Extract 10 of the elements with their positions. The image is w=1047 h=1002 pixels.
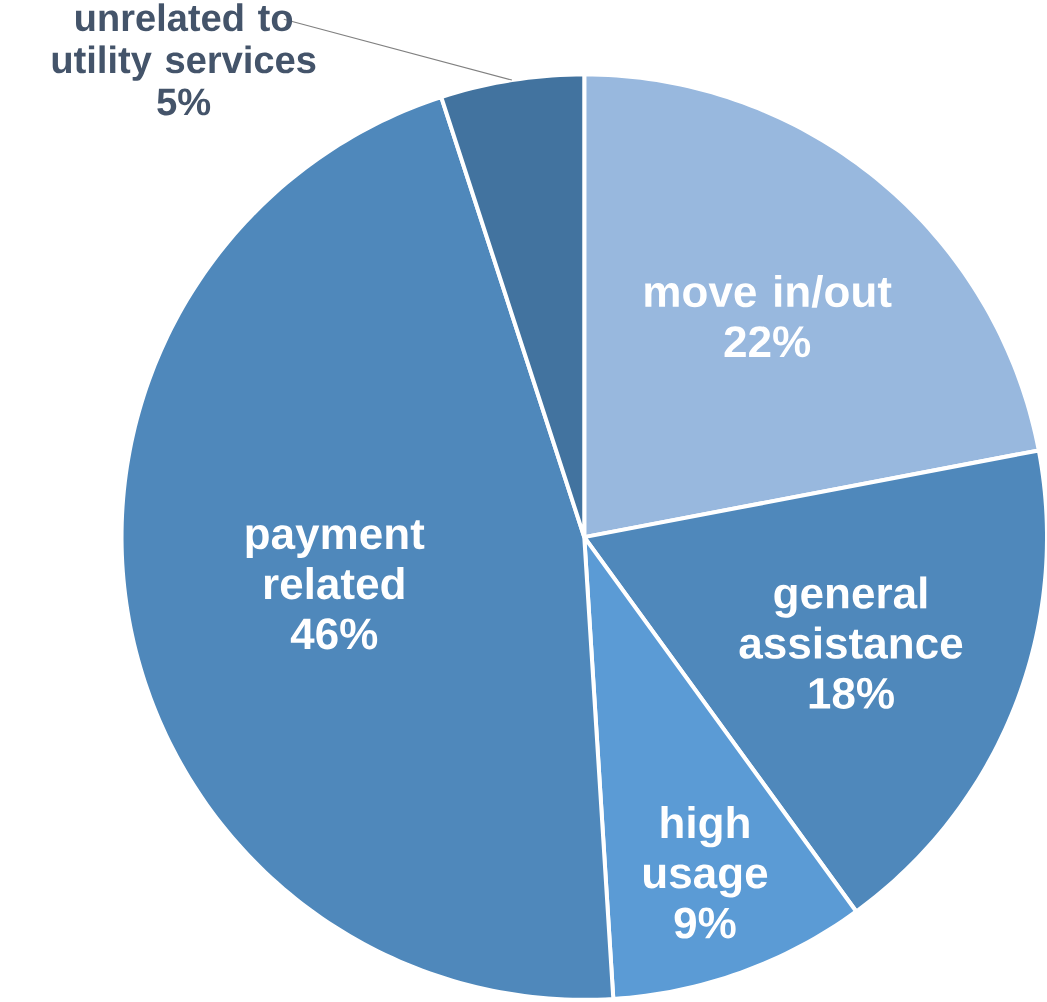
slice-label: unrelated to utility services bbox=[52, 3, 316, 81]
slice-label: general assistance bbox=[739, 576, 963, 659]
slice-label: payment related bbox=[246, 520, 425, 600]
slice-label: high usage bbox=[644, 806, 768, 898]
data-label: 18% bbox=[809, 677, 894, 710]
data-label: 46% bbox=[290, 618, 378, 650]
data-label: 5% bbox=[157, 88, 211, 116]
data-label: 22% bbox=[724, 326, 811, 358]
slice-label: move in/out bbox=[645, 274, 892, 308]
data-label: 9% bbox=[674, 907, 736, 939]
